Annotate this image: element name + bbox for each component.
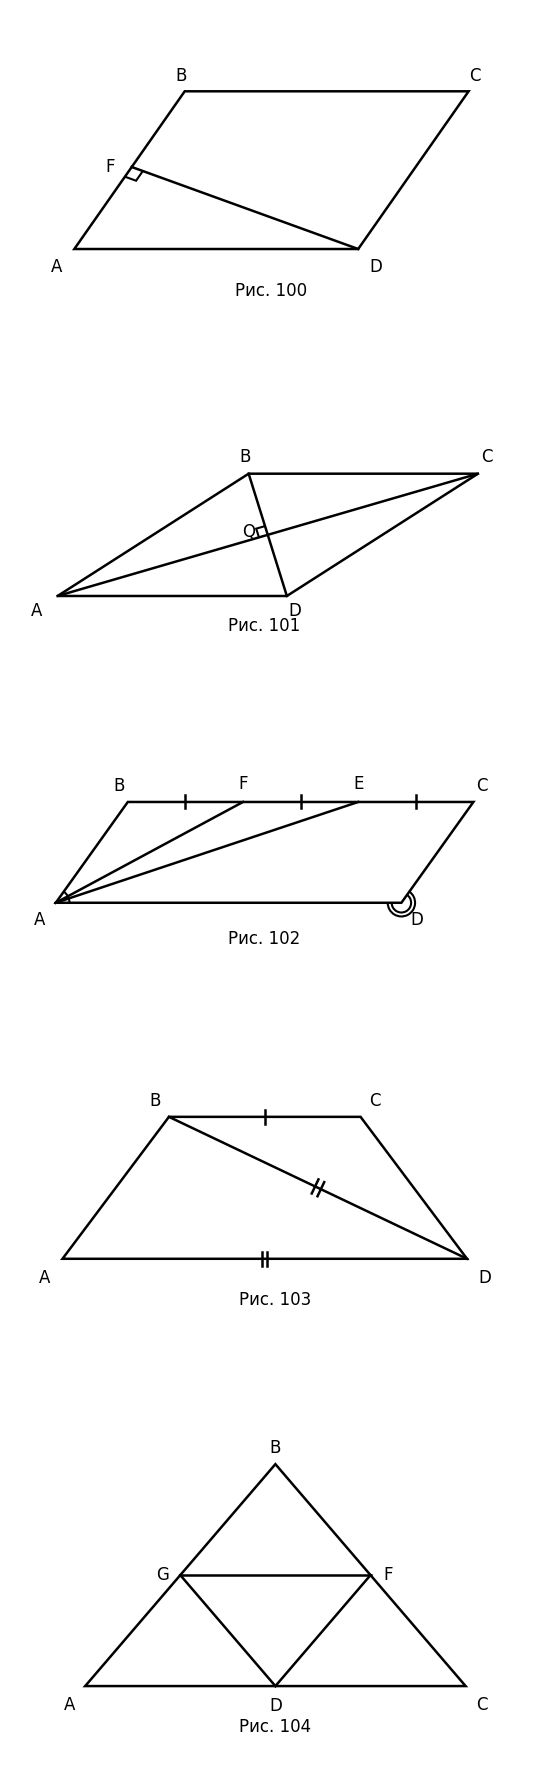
Text: B: B	[175, 67, 186, 85]
Text: C: C	[369, 1091, 381, 1109]
Text: A: A	[39, 1270, 50, 1288]
Text: B: B	[113, 777, 125, 794]
Text: B: B	[149, 1091, 160, 1109]
Text: F: F	[105, 157, 114, 175]
Text: C: C	[476, 777, 488, 794]
Text: A: A	[34, 911, 46, 929]
Text: B: B	[239, 448, 251, 465]
Text: D: D	[411, 911, 424, 929]
Text: A: A	[30, 601, 42, 621]
Text: Q: Q	[242, 524, 255, 541]
Text: Рис. 101: Рис. 101	[228, 617, 300, 635]
Text: G: G	[156, 1566, 169, 1583]
Text: Рис. 100: Рис. 100	[235, 281, 307, 301]
Text: Рис. 104: Рис. 104	[239, 1718, 312, 1735]
Text: Рис. 102: Рис. 102	[228, 930, 301, 948]
Text: C: C	[481, 448, 493, 465]
Text: A: A	[51, 258, 63, 276]
Text: D: D	[478, 1270, 491, 1288]
Text: C: C	[469, 67, 481, 85]
Text: C: C	[476, 1695, 487, 1714]
Text: A: A	[64, 1695, 75, 1714]
Text: Рис. 103: Рис. 103	[239, 1291, 312, 1309]
Text: F: F	[383, 1566, 393, 1583]
Text: D: D	[269, 1698, 282, 1716]
Text: D: D	[369, 258, 382, 276]
Text: D: D	[288, 601, 301, 621]
Text: E: E	[353, 775, 363, 793]
Text: F: F	[238, 775, 248, 793]
Text: B: B	[269, 1438, 281, 1456]
